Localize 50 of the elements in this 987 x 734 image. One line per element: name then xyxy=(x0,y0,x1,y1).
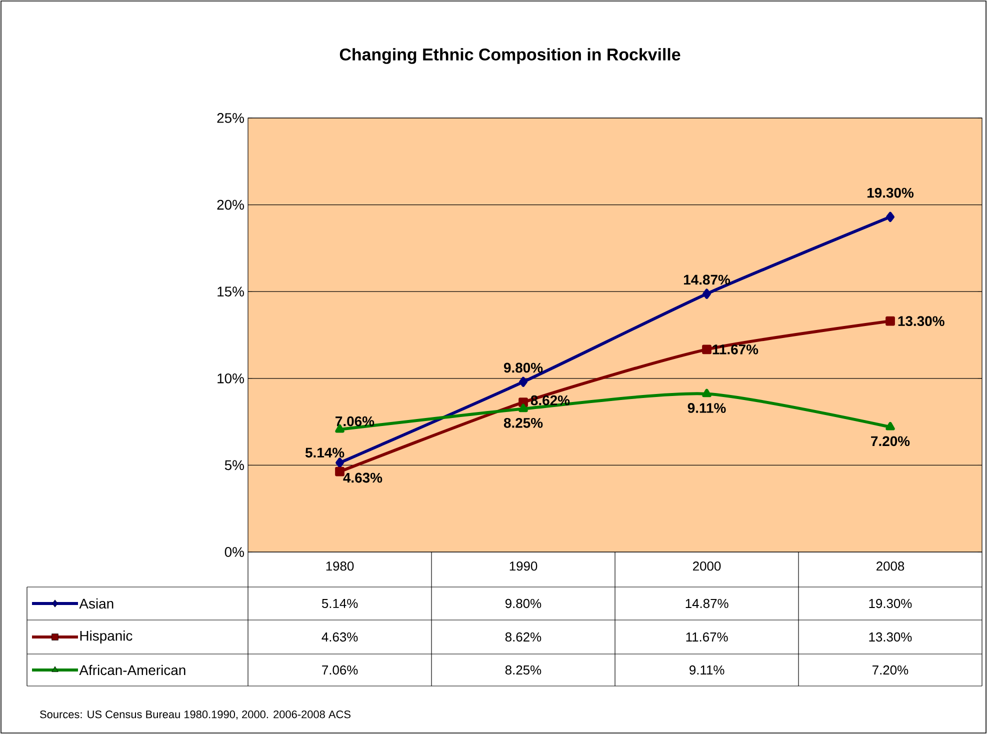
point xyxy=(518,404,528,412)
data-label: 14.87% xyxy=(686,598,728,608)
data-label: 4.63% xyxy=(322,632,358,642)
point xyxy=(886,212,894,222)
data-label: 13.30% xyxy=(869,632,912,642)
y-tick-label: 5% xyxy=(224,460,244,470)
data-label: 8.25% xyxy=(505,665,542,675)
data-label: 5.14% xyxy=(322,598,358,608)
data-label: 7.06% xyxy=(322,665,358,675)
x-tick-label: 1980 xyxy=(326,562,354,571)
chart-title: Changing Ethnic Composition in Rockville xyxy=(340,48,680,64)
text: 8.62% xyxy=(530,395,570,406)
text: 5.14% xyxy=(305,448,344,458)
text: 7.06% xyxy=(336,416,374,426)
y-tick-label: 20% xyxy=(217,200,244,210)
x-tick-label: 1990 xyxy=(510,562,538,571)
text: 19.30% xyxy=(867,188,914,198)
point xyxy=(886,316,895,326)
point xyxy=(886,422,895,430)
y-tick-label: 15% xyxy=(218,286,244,297)
legend-label: Asian xyxy=(79,598,114,609)
text: 9.11% xyxy=(688,403,726,413)
text: 11.67% xyxy=(712,344,758,354)
x-tick-label: 2000 xyxy=(693,562,721,571)
data-label: 19.30% xyxy=(869,598,912,608)
point xyxy=(335,466,344,476)
text: 14.87% xyxy=(684,274,730,285)
legend-label: Hispanic xyxy=(80,630,132,644)
data-label: 9.80% xyxy=(505,598,542,608)
data-label: 9.11% xyxy=(690,665,724,675)
text: 13.30% xyxy=(898,316,944,326)
data-label: 11.67% xyxy=(686,632,728,642)
source-note: Sources: US Census Bureau 1980.1990, 2000. 2006-2008 ACS xyxy=(40,710,350,720)
data-label: 7.20% xyxy=(872,665,908,675)
legend-label: African-American xyxy=(79,664,186,676)
x-tick-label: 2008 xyxy=(876,562,904,571)
point xyxy=(519,376,528,387)
text: 7.20% xyxy=(871,436,910,446)
y-tick-label: 25% xyxy=(217,113,244,123)
text: 8.25% xyxy=(504,418,543,428)
y-tick-label: 10% xyxy=(218,373,244,384)
text: 4.63% xyxy=(343,472,382,483)
point xyxy=(336,458,344,468)
text: 9.80% xyxy=(504,362,543,373)
point xyxy=(702,288,711,299)
data-label: 8.62% xyxy=(505,632,542,642)
point xyxy=(518,398,528,408)
point xyxy=(702,344,712,354)
point xyxy=(702,388,712,398)
y-tick-label: 0% xyxy=(224,547,244,557)
